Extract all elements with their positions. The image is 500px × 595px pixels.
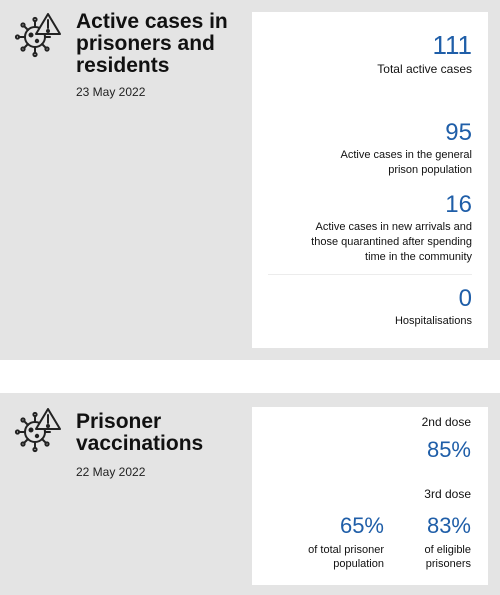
dose3-total-label: of total prisoner population	[308, 543, 384, 571]
stat-total-value: 111	[432, 30, 472, 60]
dose3-total-label-1: of total prisoner	[308, 544, 384, 556]
stat-general-value: 95	[445, 119, 472, 146]
dose2-value: 85%	[426, 437, 471, 462]
vaccinations-panel: Prisoner vaccinations 22 May 2022 2nd do…	[0, 393, 500, 595]
vaccinations-date: 22 May 2022	[76, 465, 146, 479]
cases-title: Active cases in prisoners and residents	[76, 10, 228, 77]
dose3-eligible-label: of eligible prisoners	[425, 543, 471, 571]
stats-divider	[268, 274, 472, 275]
dose3-total-label-2: population	[333, 558, 384, 570]
dose2-label: 2nd dose	[421, 415, 471, 429]
stat-total-active: 111 Total active cases	[268, 32, 472, 77]
stat-general-label-2: prison population	[388, 164, 472, 176]
stat-total-label: Total active cases	[377, 62, 472, 76]
stat-hospitalisations: 0 Hospitalisations	[268, 286, 472, 329]
cases-date: 23 May 2022	[76, 85, 146, 99]
stat-general-population: 95 Active cases in the general prison po…	[268, 120, 472, 178]
dose3-eligible-value: 83%	[426, 513, 471, 538]
vaccinations-title: Prisoner vaccinations	[76, 410, 204, 455]
virus-warning-icon	[14, 13, 61, 58]
stat-new-arrivals: 16 Active cases in new arrivals and thos…	[268, 192, 472, 265]
vaccinations-card: 2nd dose 85% 3rd dose 65% of total priso…	[252, 407, 488, 585]
stat-hospital-value: 0	[458, 285, 472, 312]
dose3-eligible-label-1: of eligible	[424, 544, 471, 556]
dose3-label: 3rd dose	[424, 487, 471, 501]
cases-stats-card: 111 Total active cases 95 Active cases i…	[252, 12, 488, 348]
stat-arrivals-label-3: time in the community	[365, 251, 472, 263]
stat-hospital-label: Hospitalisations	[394, 315, 472, 327]
stat-arrivals-label-2: those quarantined after spending	[311, 236, 472, 248]
dose3-total-value: 65%	[339, 513, 384, 538]
stat-arrivals-label-1: Active cases in new arrivals and	[315, 221, 472, 233]
dose3-eligible-label-2: prisoners	[425, 558, 471, 570]
virus-warning-icon	[14, 408, 61, 453]
stat-general-label-1: Active cases in the general	[340, 149, 472, 161]
stat-arrivals-value: 16	[445, 191, 472, 218]
active-cases-panel: Active cases in prisoners and residents …	[0, 0, 500, 360]
